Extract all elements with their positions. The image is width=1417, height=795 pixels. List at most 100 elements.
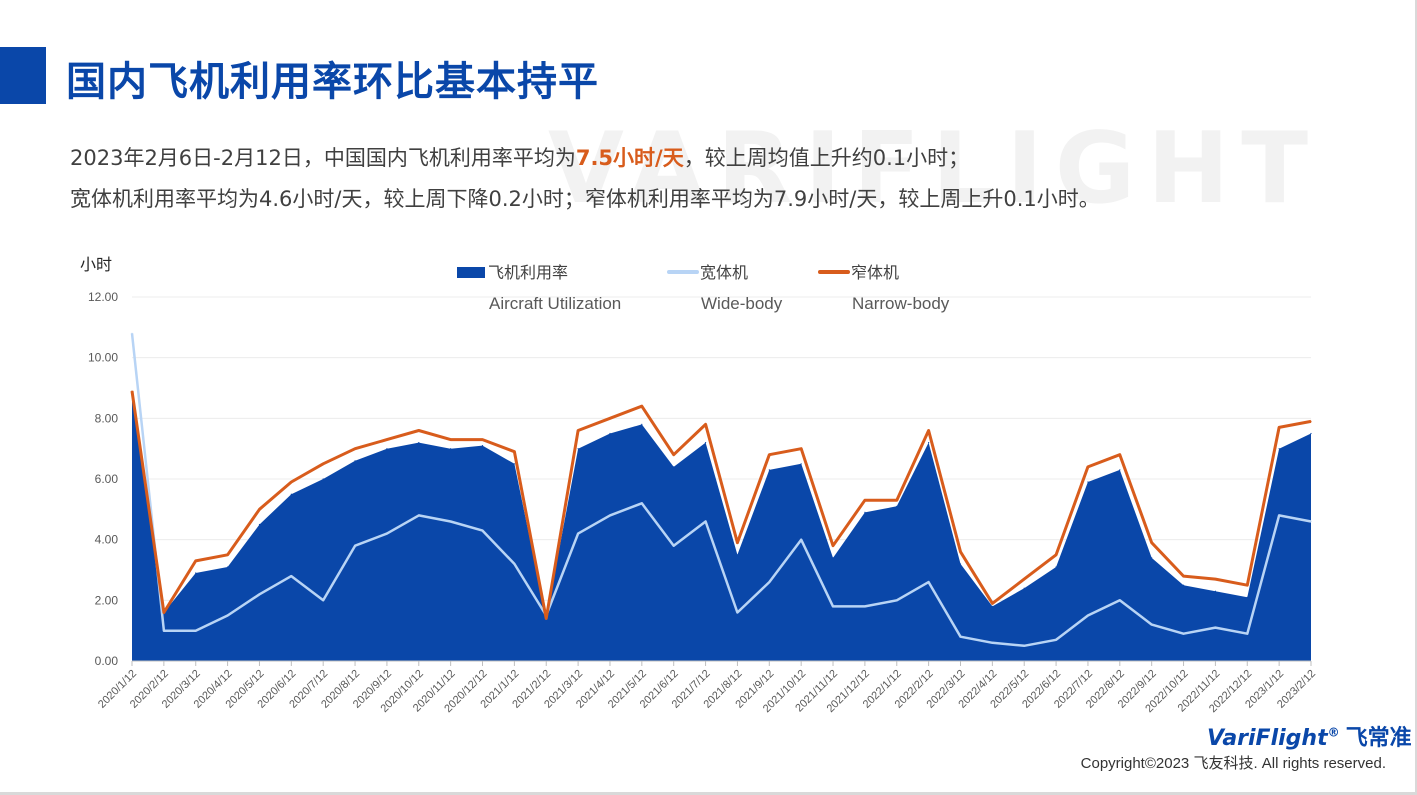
data-point <box>450 520 452 523</box>
data-point <box>704 442 707 444</box>
data-point <box>577 448 579 450</box>
data-point <box>513 463 515 465</box>
data-point <box>1182 633 1185 635</box>
series-area-0 <box>132 394 1311 661</box>
data-point <box>131 332 133 334</box>
data-point <box>896 499 898 501</box>
legend-label-en-0: Aircraft Utilization <box>489 294 621 313</box>
data-point <box>195 630 197 632</box>
page-title: 国内飞机利用率环比基本持平 <box>66 59 599 105</box>
data-point <box>290 493 292 495</box>
data-point <box>609 432 611 435</box>
legend-label-0: 飞机利用率 <box>488 264 568 282</box>
data-point <box>704 423 707 425</box>
varifight-logo: VariFlight® 飞常准 <box>1207 720 1412 752</box>
data-point <box>1246 584 1248 586</box>
data-point <box>896 599 898 601</box>
data-point <box>800 463 802 465</box>
data-point <box>959 636 962 638</box>
data-point <box>959 563 962 565</box>
legend-label-2: 窄体机 <box>851 264 899 282</box>
data-point <box>1087 481 1089 483</box>
data-point <box>1278 514 1280 516</box>
chart-svg: 0.002.004.006.008.0010.0012.00小时2020/1/1… <box>80 256 1318 715</box>
data-point <box>354 545 356 547</box>
summary-text: 2023年2月6日-2月12日，中国国内飞机利用率平均为7.5小时/天，较上周均… <box>70 138 1100 220</box>
frame-border-bottom <box>0 792 1417 795</box>
data-point <box>513 563 515 565</box>
data-point <box>1182 584 1185 586</box>
data-point <box>673 454 675 456</box>
data-point <box>195 560 197 562</box>
summary-line-1-b: ，较上周均值上升约0.1小时； <box>683 146 970 170</box>
data-point <box>450 448 452 450</box>
legend-label-en-1: Wide-body <box>701 294 783 313</box>
data-point <box>131 390 133 392</box>
data-point <box>1310 520 1312 523</box>
data-point <box>258 508 261 510</box>
series-line-1 <box>130 333 1312 648</box>
data-point <box>736 554 739 556</box>
data-point <box>896 505 898 507</box>
data-point <box>450 438 452 441</box>
data-point <box>928 442 930 444</box>
data-point <box>418 442 420 444</box>
data-point <box>354 448 356 450</box>
data-point <box>386 448 388 450</box>
data-point <box>864 499 866 501</box>
data-point <box>991 602 993 604</box>
data-point <box>290 575 292 577</box>
data-point <box>832 557 834 559</box>
series-line-2 <box>130 390 1312 620</box>
data-point <box>513 451 515 453</box>
data-point <box>832 545 834 547</box>
data-point <box>226 614 229 617</box>
data-point <box>1023 587 1025 589</box>
data-point <box>991 642 993 644</box>
summary-highlight: 7.5小时/天 <box>575 146 684 170</box>
title-accent-bar <box>0 47 46 104</box>
data-point <box>704 520 707 523</box>
data-point <box>258 523 261 526</box>
data-point <box>641 502 643 504</box>
y-tick-label: 0.00 <box>95 654 119 668</box>
data-point <box>1119 454 1121 456</box>
data-point <box>226 566 229 568</box>
data-point <box>1087 614 1089 617</box>
data-point <box>1119 599 1121 601</box>
data-point <box>1055 566 1057 568</box>
data-point <box>1151 542 1153 544</box>
data-point <box>641 423 643 425</box>
data-point <box>1023 578 1025 580</box>
logo-registered-mark: ® <box>1327 725 1340 740</box>
y-tick-label: 10.00 <box>88 351 118 365</box>
data-point <box>736 542 739 544</box>
data-point <box>226 554 229 556</box>
data-point <box>1214 590 1217 592</box>
data-point <box>481 529 484 532</box>
data-point <box>768 581 770 583</box>
y-tick-label: 12.00 <box>88 290 118 304</box>
data-point <box>1278 448 1280 450</box>
data-point <box>322 478 324 480</box>
legend-swatch-0 <box>457 267 485 278</box>
data-point <box>577 429 579 432</box>
data-point <box>641 405 643 407</box>
data-point <box>1182 575 1185 577</box>
data-point <box>354 460 356 462</box>
data-point <box>322 463 324 465</box>
data-point <box>609 514 611 516</box>
data-point <box>800 539 802 541</box>
data-point <box>959 551 962 553</box>
y-tick-label: 6.00 <box>95 472 119 486</box>
data-point <box>163 630 165 632</box>
data-point <box>418 429 420 432</box>
data-point <box>290 481 292 483</box>
data-point <box>1246 633 1248 635</box>
data-point <box>800 448 802 450</box>
data-point <box>163 611 165 614</box>
data-point <box>1310 432 1312 435</box>
data-point <box>386 533 388 535</box>
data-point <box>1055 554 1057 556</box>
